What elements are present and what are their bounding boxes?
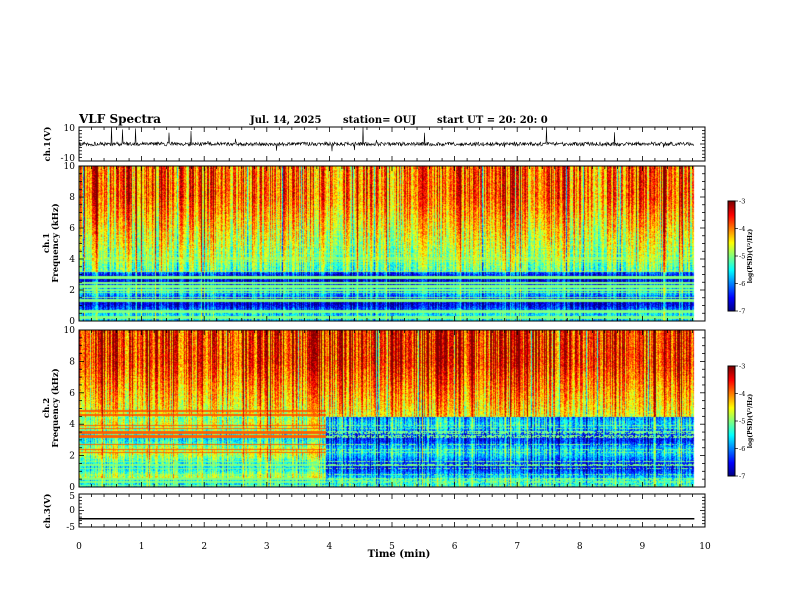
time-tick-label: 6 (452, 542, 458, 552)
ch3-waveform-ticks (78, 493, 706, 528)
ch2-channel-label: ch.2 (42, 398, 52, 418)
ch1-frequency-label: Frequency (kHz) (50, 203, 61, 282)
ch1-ytick-minus10: -10 (61, 154, 76, 164)
freq-tick-label: 2 (69, 286, 75, 296)
colorbar-tick-label: -4 (739, 390, 745, 398)
ch1-spectrogram-ticks (78, 165, 706, 322)
time-tick-label: 10 (699, 542, 711, 552)
time-tick-label: 5 (389, 542, 395, 552)
ch2-spectrogram-panel: 0 2 4 6 8 10 ch.2 Frequency (kHz) (42, 326, 706, 493)
freq-tick-label: 8 (69, 193, 75, 203)
freq-tick-label: 8 (69, 357, 75, 367)
ch2-colorbar-gradient (728, 366, 735, 476)
freq-tick-label: 0 (69, 317, 75, 327)
time-tick-label: 2 (201, 542, 207, 552)
colorbar-tick-label: -5 (739, 253, 745, 261)
freq-tick-label: 0 (69, 483, 75, 493)
time-tick-label: 3 (264, 542, 270, 552)
ch1-colorbar-gradient (728, 201, 735, 311)
date-label: Jul. 14, 2025 (249, 115, 322, 126)
ch3-ytick-5: 5 (69, 492, 75, 502)
ch1-colorbar-ticks: -3 -4 -5 -6 -7 (735, 198, 745, 316)
ch3-ytick-minus5: -5 (66, 523, 75, 533)
colorbar-tick-label: -3 (739, 198, 745, 206)
colorbar-tick-label: -6 (739, 445, 745, 453)
freq-tick-label: 6 (69, 224, 75, 234)
station-label: station= OUJ (343, 115, 416, 126)
ch3-ytick-0: 0 (69, 506, 75, 516)
ch1-voltage-label: ch.1(V) (42, 127, 53, 162)
figure-title: VLF Spectra (78, 112, 161, 126)
freq-tick-label: 4 (69, 255, 75, 265)
ch1-spectrogram-panel: 0 2 4 6 8 10 ch.1 Frequency (kHz) (42, 162, 706, 327)
time-tick-label: 9 (640, 542, 646, 552)
freq-tick-label: 10 (64, 326, 76, 336)
time-tick-label: 7 (514, 542, 520, 552)
start-time-label: start UT = 20: 20: 0 (437, 115, 548, 126)
time-tick-label: 8 (577, 542, 583, 552)
time-tick-labels: 0 1 2 3 4 5 6 7 8 9 10 (76, 542, 711, 552)
colorbar-tick-label: -7 (739, 308, 745, 316)
colorbar-tick-label: -4 (739, 225, 745, 233)
ch1-spectrogram-image (79, 166, 705, 321)
ch3-voltage-label: ch.3(V) (42, 494, 53, 529)
time-tick-label: 0 (76, 542, 82, 552)
ch1-colorbar-label: log(PSD)(V²/Hz) (747, 229, 754, 284)
freq-tick-label: 4 (69, 420, 75, 430)
ch1-freq-tick-labels: 0 2 4 6 8 10 (64, 162, 76, 327)
ch1-waveform-line (79, 127, 695, 152)
time-axis-label: Time (min) (368, 549, 431, 560)
freq-tick-label: 10 (64, 162, 76, 172)
ch2-frequency-label: Frequency (kHz) (50, 368, 61, 447)
freq-tick-label: 2 (69, 452, 75, 462)
ch2-freq-tick-labels: 0 2 4 6 8 10 (64, 326, 76, 493)
ch1-colorbar: -3 -4 -5 -6 -7 log(PSD)(V²/Hz) (727, 198, 754, 316)
ch1-waveform-ticks (78, 126, 706, 162)
ch2-spectrogram-ticks (78, 329, 706, 488)
ch1-channel-label: ch.1 (42, 233, 52, 253)
ch2-spectrogram-image (79, 330, 705, 487)
colorbar-tick-label: -5 (739, 418, 745, 426)
colorbar-tick-label: -6 (739, 280, 745, 288)
time-tick-label: 1 (139, 542, 145, 552)
ch2-colorbar-label: log(PSD)(V²/Hz) (747, 394, 754, 449)
ch1-ytick-10: 10 (64, 124, 76, 134)
ch2-colorbar-ticks: -3 -4 -5 -6 -7 (735, 363, 745, 481)
ch1-waveform-panel: 10 -10 ch.1(V) (42, 124, 706, 164)
colorbar-tick-label: -7 (739, 473, 745, 481)
ch3-waveform-panel: 5 0 -5 ch.3(V) (42, 492, 706, 533)
time-tick-label: 4 (327, 542, 333, 552)
freq-tick-label: 6 (69, 389, 75, 399)
ch2-colorbar: -3 -4 -5 -6 -7 log(PSD)(V²/Hz) (727, 363, 754, 481)
colorbar-tick-label: -3 (739, 363, 745, 371)
